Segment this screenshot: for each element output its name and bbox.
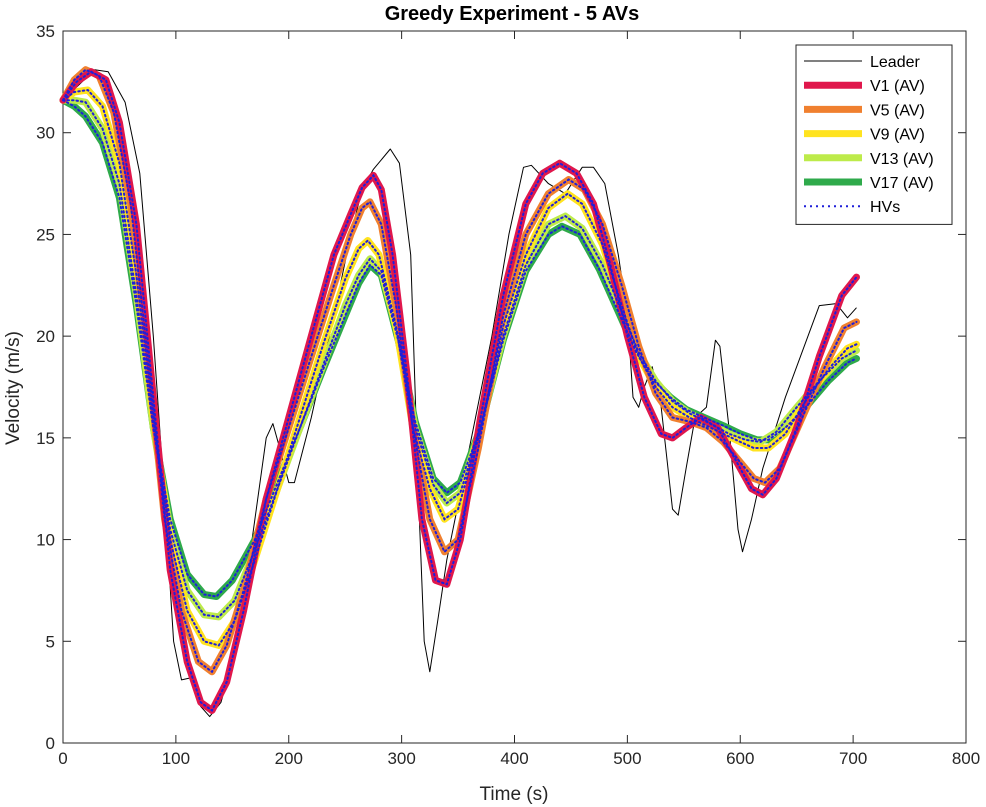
legend-label-v13-av: V13 (AV) <box>870 151 934 168</box>
x-tick-label: 0 <box>58 749 67 768</box>
hv-dotted-line <box>62 99 858 618</box>
legend: Leader V1 (AV) V5 (AV) V9 (AV) V13 (AV) V17 (… <box>795 44 953 225</box>
y-tick-label: 30 <box>36 124 55 143</box>
legend-label-v5-av: V5 (AV) <box>870 102 925 119</box>
legend-label-v9-av: V9 (AV) <box>870 127 925 144</box>
legend-label-hvs: HVs <box>870 199 900 216</box>
y-tick-label: 25 <box>36 225 55 244</box>
hv-dotted-line <box>62 88 858 647</box>
y-tick-label: 20 <box>36 327 55 346</box>
legend-label-v17-av: V17 (AV) <box>870 175 934 192</box>
x-tick-label: 100 <box>162 749 190 768</box>
hv-dotted-line <box>62 68 858 674</box>
x-tick-label: 700 <box>839 749 867 768</box>
legend-label-leader: Leader <box>870 54 920 71</box>
x-tick-label: 500 <box>613 749 641 768</box>
x-tick-label: 300 <box>387 749 415 768</box>
y-axis-title: Velocity (m/s) <box>3 331 24 445</box>
x-tick-label: 600 <box>726 749 754 768</box>
y-tick-label: 10 <box>36 531 55 550</box>
legend-label-v1-av: V1 (AV) <box>870 78 925 95</box>
x-axis-title: Time (s) <box>480 784 549 805</box>
y-tick-label: 15 <box>36 429 55 448</box>
x-tick-label: 800 <box>952 749 980 768</box>
x-tick-label: 200 <box>275 749 303 768</box>
y-tick-label: 0 <box>46 734 55 753</box>
hv-dotted-line <box>62 99 858 598</box>
y-tick-label: 5 <box>46 632 55 651</box>
y-tick-label: 35 <box>36 22 55 41</box>
x-tick-label: 400 <box>500 749 528 768</box>
axis-ticks: 0 100 200 300 400 500 600 700 800 0 5 10 15 20 25 30 35 <box>36 22 980 768</box>
chart-title: Greedy Experiment - 5 AVs <box>385 3 640 25</box>
